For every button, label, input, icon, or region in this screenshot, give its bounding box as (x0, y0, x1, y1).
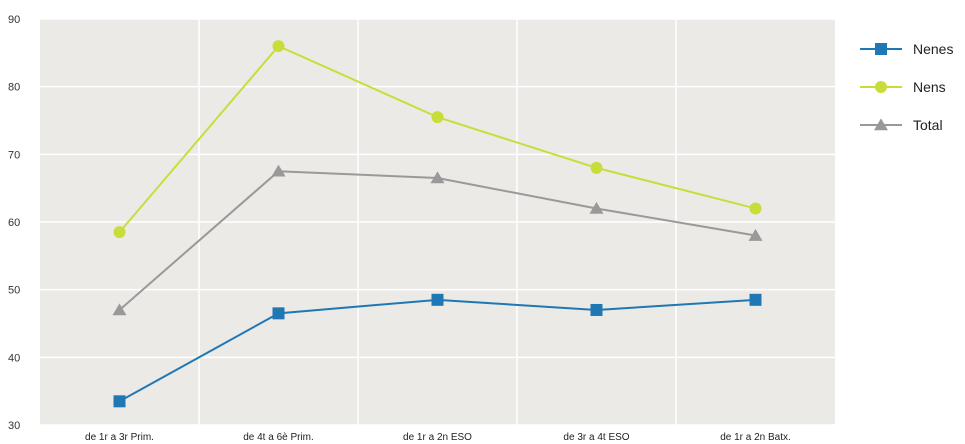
data-point-triangle (589, 201, 604, 214)
data-point-square (749, 293, 762, 306)
y-tick-label: 90 (8, 14, 20, 26)
legend-item: Total (860, 117, 943, 133)
x-tick-label: de 1r a 2n Batx. (720, 432, 791, 443)
data-point-circle (272, 40, 285, 53)
data-point-triangle (430, 171, 445, 184)
data-point-circle (590, 161, 603, 174)
data-point-circle (875, 81, 887, 93)
data-point-square (590, 303, 603, 316)
legend-label: Nens (913, 79, 946, 95)
y-tick-label: 40 (8, 352, 20, 364)
x-tick-label: de 1r a 3r Prim. (85, 432, 154, 443)
legend-item: Nens (860, 79, 946, 95)
y-tick-label: 80 (8, 82, 20, 94)
legend-item: Nenes (860, 41, 953, 57)
data-point-circle (113, 226, 126, 239)
data-point-square (113, 395, 126, 408)
series-total (112, 164, 763, 316)
data-point-square (875, 43, 887, 55)
data-point-square (431, 293, 444, 306)
data-point-triangle (748, 228, 763, 241)
x-tick-label: de 3r a 4t ESO (563, 432, 629, 443)
data-point-circle (749, 202, 762, 215)
data-point-triangle (112, 303, 127, 316)
series-nenes (113, 293, 762, 408)
data-point-circle (431, 111, 444, 124)
data-point-triangle (271, 164, 286, 177)
data-point-triangle (874, 118, 888, 131)
y-tick-label: 60 (8, 217, 20, 229)
data-point-square (272, 307, 285, 320)
y-tick-label: 30 (8, 420, 20, 432)
legend: Nenes Nens Total (860, 41, 953, 133)
x-tick-label: de 1r a 2n ESO (403, 432, 472, 443)
x-tick-label: de 4t a 6è Prim. (243, 432, 314, 443)
y-tick-label: 70 (8, 149, 20, 161)
series-nens (113, 40, 762, 239)
legend-label: Total (913, 117, 943, 133)
x-axis-labels: de 1r a 3r Prim. de 4t a 6è Prim. de 1r a … (85, 432, 791, 443)
legend-label: Nenes (913, 41, 953, 57)
series-group (112, 40, 763, 408)
y-axis-ticks: 30 40 50 60 70 80 90 (8, 14, 20, 432)
y-tick-label: 50 (8, 285, 20, 297)
